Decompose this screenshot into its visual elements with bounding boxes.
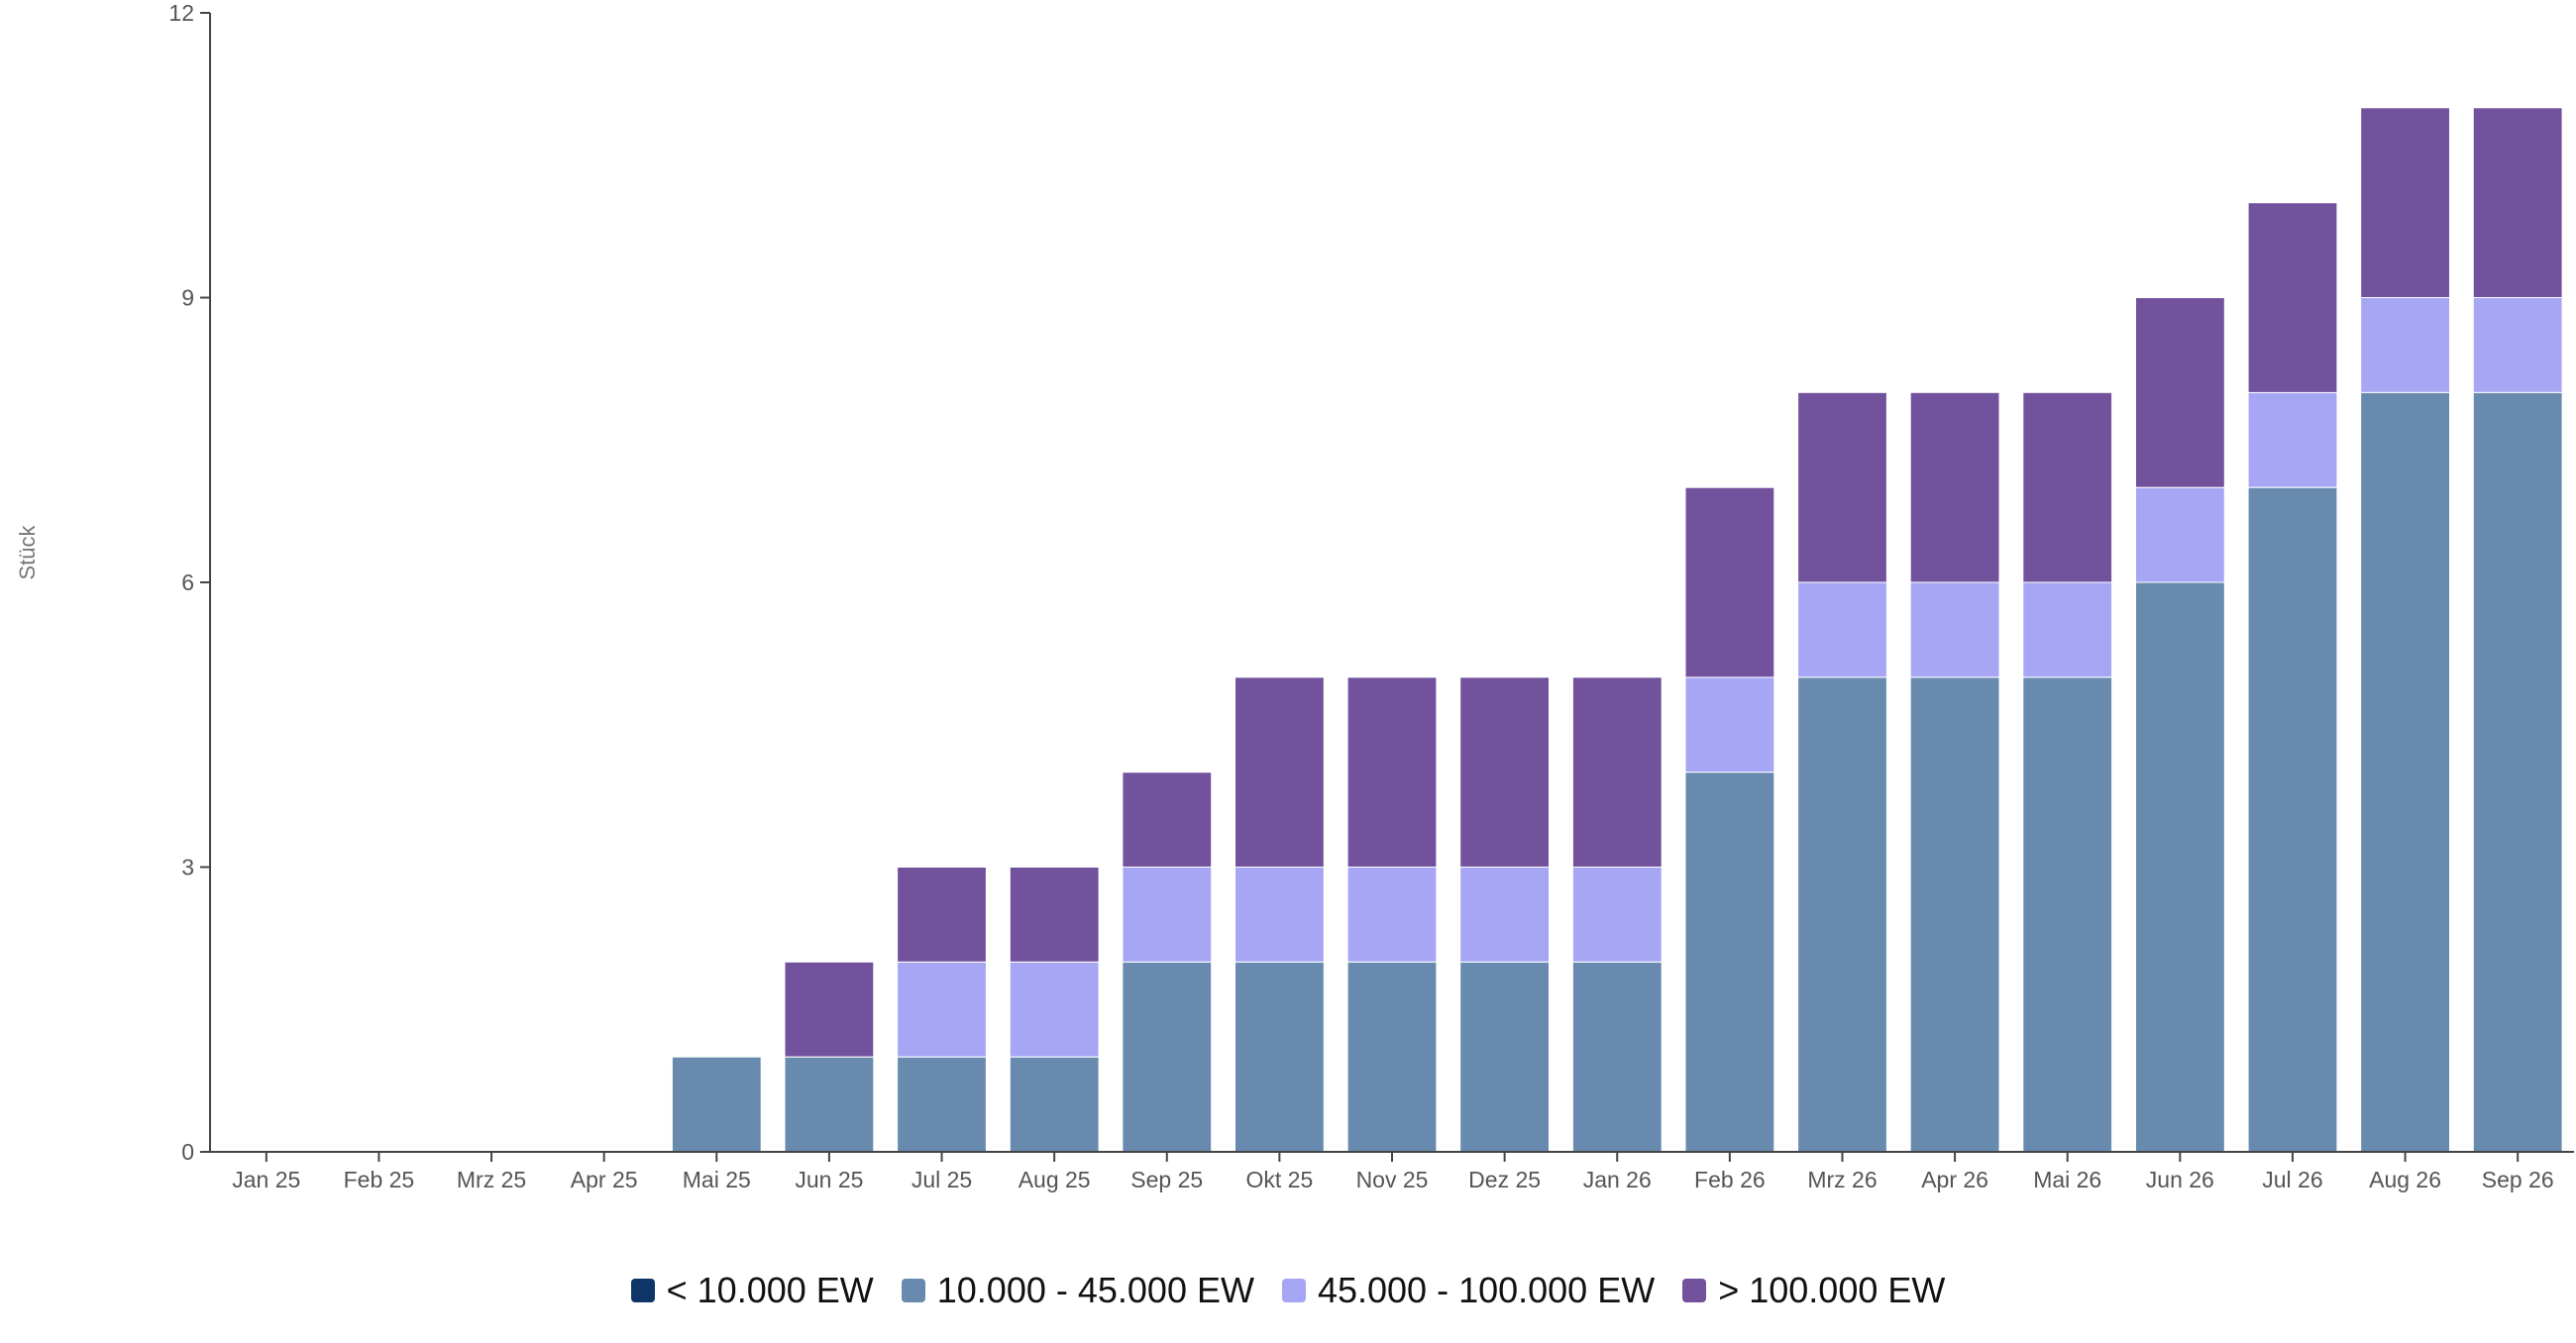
bar-segment[interactable] bbox=[1009, 961, 1100, 1058]
y-axis: 0 3 6 9 12 bbox=[168, 0, 211, 1165]
bar-segment[interactable] bbox=[1684, 676, 1775, 774]
x-tick-label: Mrz 26 bbox=[1807, 1167, 1877, 1192]
bar-segment[interactable] bbox=[2472, 391, 2563, 1153]
x-tick-label: Apr 25 bbox=[571, 1167, 638, 1192]
x-tick-label: Jan 26 bbox=[1583, 1167, 1652, 1192]
legend-swatch bbox=[1281, 1279, 1306, 1302]
bar-segment[interactable] bbox=[897, 1056, 987, 1153]
bar-segment[interactable] bbox=[1122, 961, 1213, 1153]
bar-segment[interactable] bbox=[784, 961, 875, 1058]
legend-swatch bbox=[1682, 1279, 1707, 1302]
legend-item[interactable]: < 10.000 EW bbox=[630, 1270, 874, 1311]
legend-item[interactable]: 45.000 - 100.000 EW bbox=[1281, 1270, 1656, 1311]
bar-segment[interactable] bbox=[1571, 867, 1663, 963]
x-tick-label: Mrz 25 bbox=[457, 1167, 526, 1192]
y-axis-title: Stück bbox=[15, 524, 40, 579]
bar-segment[interactable] bbox=[1571, 961, 1663, 1153]
legend-label: 10.000 - 45.000 EW bbox=[936, 1270, 1254, 1310]
y-tick-label: 0 bbox=[181, 1139, 194, 1165]
bar-segment[interactable] bbox=[2360, 391, 2450, 1153]
x-tick-label: Jun 26 bbox=[2146, 1167, 2214, 1192]
bar-segment[interactable] bbox=[1459, 867, 1550, 963]
bar-segment[interactable] bbox=[2022, 391, 2113, 583]
legend-label: < 10.000 EW bbox=[666, 1270, 874, 1310]
bar-segment[interactable] bbox=[2360, 297, 2450, 393]
x-tick-label: Mai 25 bbox=[683, 1167, 751, 1192]
bar-segment[interactable] bbox=[1909, 676, 2000, 1153]
y-tick-label: 3 bbox=[181, 855, 194, 880]
y-tick-label: 12 bbox=[168, 0, 194, 26]
bar-segment[interactable] bbox=[2022, 676, 2113, 1153]
bar-segment[interactable] bbox=[1684, 486, 1775, 678]
legend-swatch bbox=[901, 1279, 925, 1302]
bar-segment[interactable] bbox=[1346, 961, 1438, 1153]
y-tick-label: 6 bbox=[181, 569, 194, 595]
bar-segment[interactable] bbox=[2135, 581, 2225, 1153]
bar-segment[interactable] bbox=[1797, 581, 1887, 678]
bar-segment[interactable] bbox=[2472, 107, 2563, 298]
x-tick-label: Mai 26 bbox=[2033, 1167, 2101, 1192]
bar-segment[interactable] bbox=[2135, 297, 2225, 488]
x-tick-label: Aug 26 bbox=[2369, 1167, 2441, 1192]
bar-segment[interactable] bbox=[1346, 676, 1438, 868]
bar-segment[interactable] bbox=[1909, 581, 2000, 678]
bar-segment[interactable] bbox=[2247, 391, 2338, 488]
bar-segment[interactable] bbox=[1122, 772, 1213, 869]
x-tick-label: Sep 25 bbox=[1130, 1167, 1203, 1192]
legend-label: > 100.000 EW bbox=[1718, 1270, 1946, 1310]
bar-segment[interactable] bbox=[2135, 486, 2225, 583]
bar-segment[interactable] bbox=[1571, 676, 1663, 868]
legend-item[interactable]: 10.000 - 45.000 EW bbox=[901, 1270, 1254, 1311]
bar-segment[interactable] bbox=[1234, 867, 1325, 963]
x-tick-label: Sep 26 bbox=[2482, 1167, 2554, 1192]
x-axis: Jan 25 Feb 25 Mrz 25 Apr 25 Mai 25 Jun 25 Jul … bbox=[210, 1151, 2574, 1192]
bar-segment[interactable] bbox=[1909, 391, 2000, 583]
bar-segment[interactable] bbox=[1797, 391, 1887, 583]
legend-label: 45.000 - 100.000 EW bbox=[1317, 1270, 1656, 1310]
x-tick-label: Okt 25 bbox=[1245, 1167, 1313, 1192]
x-tick-label: Jan 25 bbox=[232, 1167, 300, 1192]
bars-group bbox=[671, 107, 2563, 1153]
bar-segment[interactable] bbox=[1459, 676, 1550, 868]
bar-segment[interactable] bbox=[2472, 297, 2563, 393]
legend-swatch bbox=[630, 1279, 655, 1302]
bar-segment[interactable] bbox=[1122, 867, 1213, 963]
x-tick-label: Jul 26 bbox=[2262, 1167, 2322, 1192]
legend: < 10.000 EW 10.000 - 45.000 EW 45.000 - 10… bbox=[0, 1270, 2576, 1311]
bar-segment[interactable] bbox=[1234, 676, 1325, 868]
bar-segment[interactable] bbox=[1009, 867, 1100, 963]
legend-item[interactable]: > 100.000 EW bbox=[1682, 1270, 1945, 1311]
bar-segment[interactable] bbox=[2360, 107, 2450, 298]
x-tick-label: Jun 25 bbox=[795, 1167, 863, 1192]
x-tick-label: Nov 25 bbox=[1356, 1167, 1429, 1192]
bar-segment[interactable] bbox=[671, 1056, 762, 1153]
bar-segment[interactable] bbox=[1459, 961, 1550, 1153]
bar-segment[interactable] bbox=[2247, 202, 2338, 393]
bar-segment[interactable] bbox=[2022, 581, 2113, 678]
bar-segment[interactable] bbox=[2247, 486, 2338, 1153]
x-tick-label: Feb 26 bbox=[1694, 1167, 1766, 1192]
x-tick-label: Aug 25 bbox=[1019, 1167, 1091, 1192]
x-tick-label: Apr 26 bbox=[1921, 1167, 1988, 1192]
bar-segment[interactable] bbox=[1234, 961, 1325, 1153]
bar-segment[interactable] bbox=[1684, 772, 1775, 1153]
x-tick-label: Dez 25 bbox=[1468, 1167, 1541, 1192]
x-tick-label: Jul 25 bbox=[912, 1167, 972, 1192]
bar-segment[interactable] bbox=[897, 961, 987, 1058]
bar-segment[interactable] bbox=[1346, 867, 1438, 963]
y-tick-label: 9 bbox=[181, 285, 194, 311]
bar-segment[interactable] bbox=[897, 867, 987, 963]
bar-segment[interactable] bbox=[1009, 1056, 1100, 1153]
bar-segment[interactable] bbox=[1797, 676, 1887, 1153]
x-tick-label: Feb 25 bbox=[344, 1167, 415, 1192]
bar-segment[interactable] bbox=[784, 1056, 875, 1153]
